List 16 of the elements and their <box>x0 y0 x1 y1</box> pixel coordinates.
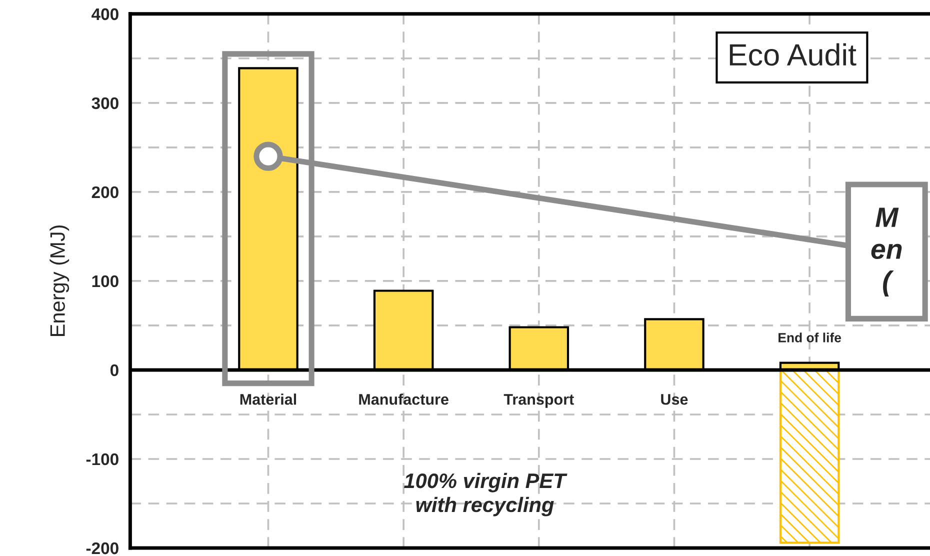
annotation: Eco Audit <box>730 43 856 66</box>
y-axis-title: Energy (MJ) <box>50 226 70 336</box>
y-tick-label: 300 <box>92 97 118 110</box>
x-tick-label: Manufacture <box>359 394 448 405</box>
y-tick-label: -100 <box>86 453 118 466</box>
x-tick-label: Use <box>661 394 688 405</box>
y-tick-label: 200 <box>92 186 118 198</box>
x-tick-label: Transport <box>504 394 574 408</box>
x-tick-label: Material <box>240 394 296 405</box>
y-tick-label: 0 <box>110 364 118 376</box>
y-tick-label: 400 <box>92 8 118 20</box>
annotation: 100% virgin PET with recycling <box>404 472 568 516</box>
x-tick-label: End of life <box>778 332 841 342</box>
y-tick-label: 100 <box>92 275 118 288</box>
annotation: M en ( <box>871 208 902 296</box>
y-tick-label: -200 <box>86 542 118 554</box>
